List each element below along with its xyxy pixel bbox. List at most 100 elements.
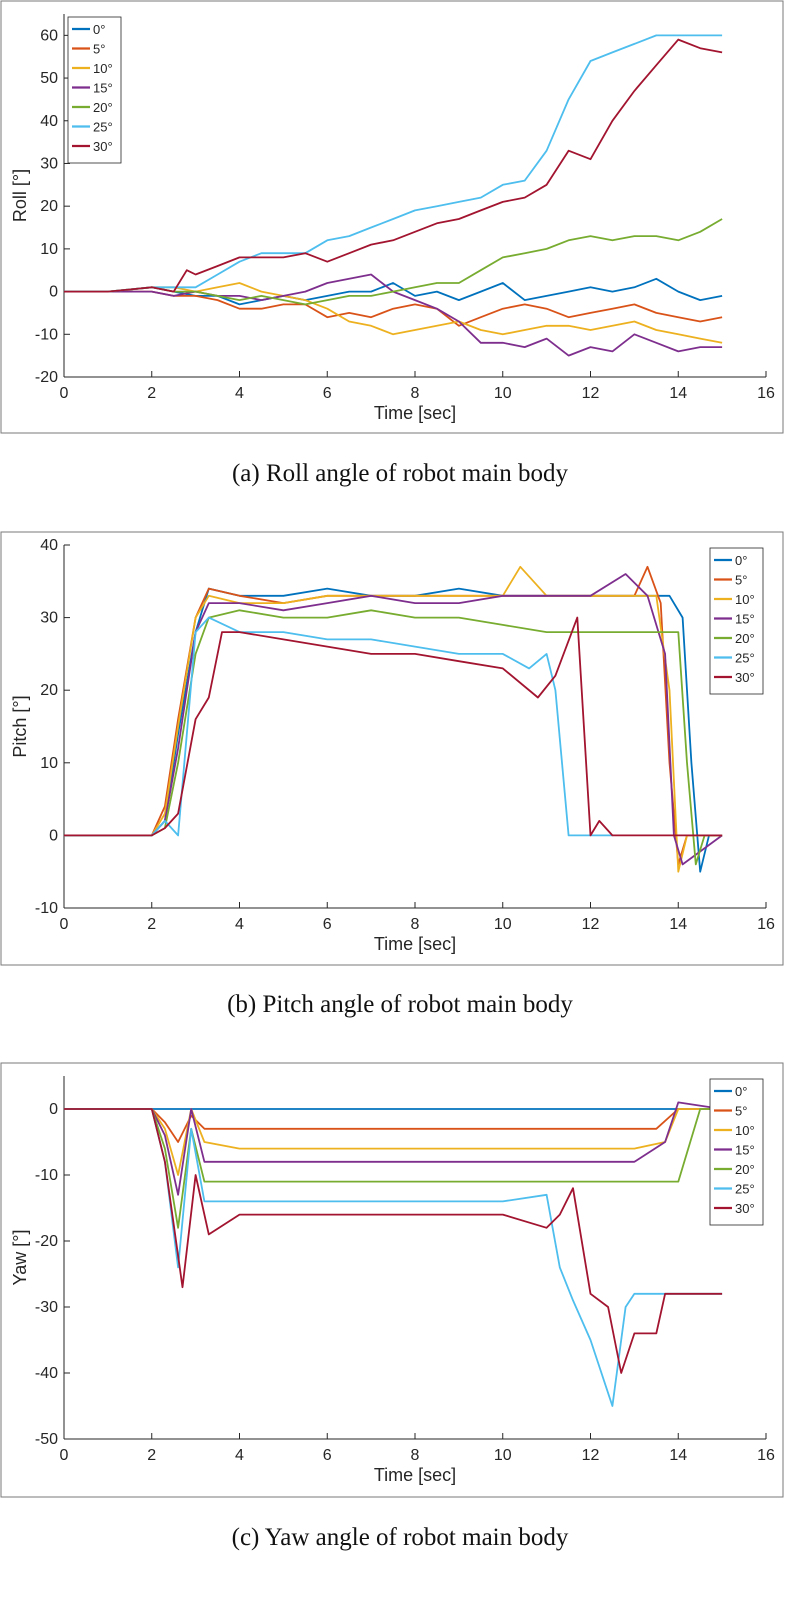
legend-entry-label: 30° <box>735 1201 755 1216</box>
y-tick-label: -20 <box>35 369 58 386</box>
series-line <box>64 34 723 293</box>
series-line <box>64 573 723 866</box>
x-tick-label: 6 <box>323 1447 332 1464</box>
x-tick-label: 10 <box>494 1447 512 1464</box>
x-tick-label: 6 <box>323 916 332 933</box>
series-line <box>64 565 723 873</box>
legend-entry-label: 20° <box>93 100 113 115</box>
y-tick-label: 50 <box>40 70 58 87</box>
legend-entry-label: 25° <box>735 1182 755 1197</box>
y-tick-label: 0 <box>49 284 58 301</box>
legend-entry-label: 0° <box>93 22 105 37</box>
series-line <box>64 1108 723 1407</box>
x-tick-label: 10 <box>494 385 512 402</box>
legend-entry-label: 15° <box>735 1143 755 1158</box>
y-axis-label: Yaw [°] <box>10 1230 30 1286</box>
x-tick-label: 12 <box>582 1447 600 1464</box>
x-tick-label: 16 <box>757 916 775 933</box>
x-tick-label: 12 <box>582 385 600 402</box>
y-tick-label: 10 <box>40 755 58 772</box>
x-tick-label: 4 <box>235 385 244 402</box>
y-tick-label: 20 <box>40 198 58 215</box>
series-line <box>64 616 723 837</box>
y-tick-label: 10 <box>40 241 58 258</box>
y-tick-label: 0 <box>49 827 58 844</box>
legend-box <box>709 547 764 695</box>
x-tick-label: 4 <box>235 916 244 933</box>
series-line <box>64 609 723 866</box>
y-tick-label: -20 <box>35 1233 58 1250</box>
legend-entry-label: 20° <box>735 1162 755 1177</box>
y-tick-label: -40 <box>35 1365 58 1382</box>
legend-entry-label: 10° <box>735 592 755 607</box>
legend-entry-label: 30° <box>93 139 113 154</box>
yaw-chart-caption: (c) Yaw angle of robot main body <box>231 1524 569 1551</box>
legend-entry-label: 20° <box>735 631 755 646</box>
x-tick-label: 0 <box>60 916 69 933</box>
y-tick-label: -50 <box>35 1431 58 1448</box>
roll-chart: 0 2 4 6 8 10 12 14 16 -20 -10 0 10 20 30 40 50 60 Time [se… <box>0 0 784 434</box>
legend-entry-label: 30° <box>735 670 755 685</box>
roll-chart-panel: 0 2 4 6 8 10 12 14 16 -20 -10 0 10 20 30 40 50 60 Time [se… <box>0 0 800 500</box>
x-axis-label: Time [sec] <box>374 934 456 954</box>
series-line <box>64 1108 723 1176</box>
series-line <box>64 218 723 306</box>
x-tick-label: 8 <box>411 385 420 402</box>
legend-entry-label: 0° <box>735 553 747 568</box>
x-tick-label: 2 <box>147 916 156 933</box>
roll-chart-caption: (a) Roll angle of robot main body <box>231 460 569 487</box>
x-axis-label: Time [sec] <box>374 403 456 423</box>
chart-frame <box>0 1062 784 1498</box>
legend-entry-label: 5° <box>735 1104 747 1119</box>
chart-frame <box>0 531 784 966</box>
x-tick-label: 2 <box>147 1447 156 1464</box>
yaw-chart: 0 2 4 6 8 10 12 14 16 -50 -40 -30 -20 -10 0 Time [sec] Y… <box>0 1062 784 1498</box>
legend-entry-label: 5° <box>735 573 747 588</box>
series-line <box>64 616 613 837</box>
x-axis-label: Time [sec] <box>374 1465 456 1485</box>
x-tick-label: 16 <box>757 1447 775 1464</box>
y-tick-label: 40 <box>40 113 58 130</box>
series-line <box>64 1108 723 1143</box>
x-tick-label: 2 <box>147 385 156 402</box>
legend-entry-label: 25° <box>93 120 113 135</box>
x-tick-label: 16 <box>757 385 775 402</box>
legend-box <box>709 1078 764 1226</box>
y-tick-label: -10 <box>35 900 58 917</box>
series-line <box>64 1101 723 1196</box>
series-line <box>64 282 723 344</box>
legend-entry-label: 25° <box>735 651 755 666</box>
x-tick-label: 14 <box>669 1447 687 1464</box>
chart-frame <box>0 0 784 434</box>
x-tick-label: 10 <box>494 916 512 933</box>
x-tick-label: 0 <box>60 1447 69 1464</box>
y-tick-label: 30 <box>40 155 58 172</box>
x-tick-label: 14 <box>669 916 687 933</box>
legend-entry-label: 15° <box>735 612 755 627</box>
y-tick-label: -10 <box>35 1167 58 1184</box>
yaw-chart-panel: 0 2 4 6 8 10 12 14 16 -50 -40 -30 -20 -10 0 Time [sec] Y… <box>0 1062 800 1602</box>
legend-box <box>67 16 122 164</box>
y-tick-label: 60 <box>40 27 58 44</box>
x-tick-label: 6 <box>323 385 332 402</box>
x-tick-label: 8 <box>411 916 420 933</box>
pitch-chart-caption: (b) Pitch angle of robot main body <box>227 991 573 1018</box>
y-tick-label: -10 <box>35 326 58 343</box>
series-line <box>64 290 723 327</box>
y-axis-label: Roll [°] <box>10 169 30 222</box>
x-tick-label: 12 <box>582 916 600 933</box>
y-tick-label: 40 <box>40 537 58 554</box>
legend-entry-label: 15° <box>93 81 113 96</box>
x-tick-label: 8 <box>411 1447 420 1464</box>
legend-entry-label: 0° <box>735 1084 747 1099</box>
y-tick-label: 30 <box>40 610 58 627</box>
x-tick-label: 0 <box>60 385 69 402</box>
y-tick-label: -30 <box>35 1299 58 1316</box>
series-line <box>64 277 723 306</box>
x-tick-label: 4 <box>235 1447 244 1464</box>
y-axis-label: Pitch [°] <box>10 695 30 757</box>
x-tick-label: 14 <box>669 385 687 402</box>
legend-entry-label: 10° <box>93 61 113 76</box>
pitch-chart-panel: 0 2 4 6 8 10 12 14 16 -10 0 10 20 30 40 Time [sec] Pitch… <box>0 531 800 1031</box>
